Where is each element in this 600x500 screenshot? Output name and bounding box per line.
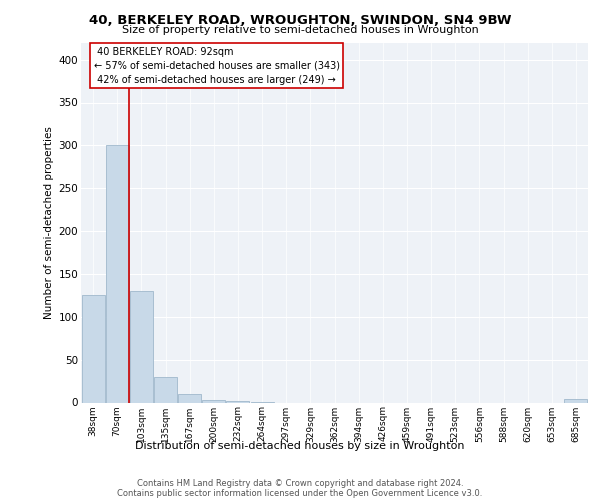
Text: Distribution of semi-detached houses by size in Wroughton: Distribution of semi-detached houses by … [135,441,465,451]
Bar [82,296,104,403]
Bar [178,394,201,402]
Text: Size of property relative to semi-detached houses in Wroughton: Size of property relative to semi-detach… [122,25,478,35]
Y-axis label: Number of semi-detached properties: Number of semi-detached properties [44,126,55,319]
Bar [226,401,250,402]
Text: 40 BERKELEY ROAD: 92sqm
← 57% of semi-detached houses are smaller (343)
 42% of : 40 BERKELEY ROAD: 92sqm ← 57% of semi-de… [94,47,340,85]
Bar [154,377,177,402]
Bar [565,399,587,402]
Bar [202,400,225,402]
Text: Contains public sector information licensed under the Open Government Licence v3: Contains public sector information licen… [118,489,482,498]
Bar [106,146,128,402]
Bar [130,291,153,403]
Text: 40, BERKELEY ROAD, WROUGHTON, SWINDON, SN4 9BW: 40, BERKELEY ROAD, WROUGHTON, SWINDON, S… [89,14,511,27]
Text: Contains HM Land Registry data © Crown copyright and database right 2024.: Contains HM Land Registry data © Crown c… [137,479,463,488]
